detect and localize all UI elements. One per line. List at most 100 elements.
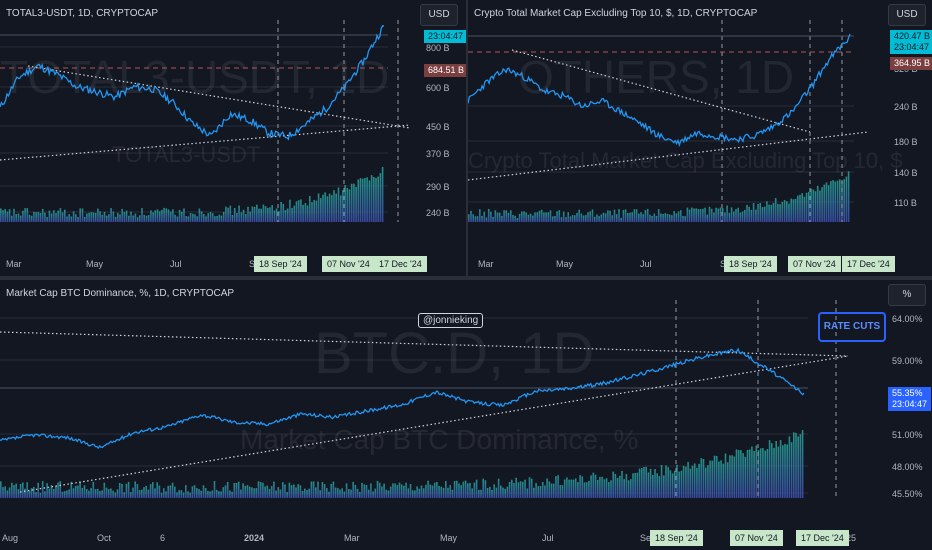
volume-bar [143, 214, 145, 222]
btcd-currency-button[interactable]: % [888, 284, 926, 306]
volume-bar [83, 216, 86, 222]
volume-bar [453, 481, 456, 498]
volume-bar [682, 465, 685, 498]
total3-ytick: 370 B [426, 149, 450, 159]
btcd-ytick: 48.00% [892, 462, 923, 472]
volume-bar [532, 215, 534, 222]
volume-bar [392, 483, 394, 498]
volume-bar [48, 488, 51, 498]
volume-bar [693, 208, 695, 222]
volume-bar [13, 485, 15, 498]
volume-bar [742, 453, 744, 498]
volume-bar [593, 216, 596, 222]
volume-bar [502, 487, 504, 498]
volume-bar [788, 436, 791, 498]
volume-bar [496, 212, 499, 222]
volume-bar [585, 482, 588, 498]
volume-bar [467, 483, 469, 498]
volume-bar [581, 476, 584, 498]
volume-bar [578, 209, 580, 222]
volume-bar [289, 199, 291, 222]
volume-bar [481, 215, 483, 222]
volume-bar [478, 489, 480, 498]
others-currency-button[interactable]: USD [888, 4, 926, 26]
volume-bar [719, 207, 722, 222]
btcd-xtick: 2024 [244, 533, 265, 543]
volume-bar [610, 480, 612, 498]
total3-chart[interactable] [0, 0, 466, 276]
volume-bar [99, 211, 101, 222]
total3-panel[interactable]: TOTAL3-USDT, 1D TOTAL3-USDT TOTAL3-USDT,… [0, 0, 466, 276]
volume-bar [530, 478, 533, 498]
volume-bar [330, 483, 332, 498]
volume-bar [540, 209, 543, 222]
volume-bar [545, 212, 547, 222]
volume-bar [528, 477, 531, 498]
volume-bar [271, 205, 273, 222]
volume-bar [57, 210, 59, 222]
volume-bar [86, 213, 88, 222]
volume-bar [456, 480, 458, 498]
volume-bar [72, 488, 75, 498]
volume-bar [216, 216, 218, 222]
volume-bar [567, 212, 569, 222]
volume-bar [839, 179, 841, 222]
btcd-date-box: 18 Sep '24 [650, 530, 703, 546]
volume-bar [523, 211, 525, 222]
volume-bar [75, 214, 77, 222]
volume-bar [516, 218, 519, 222]
volume-bar [55, 485, 57, 498]
volume-bar [0, 208, 2, 222]
volume-bar [348, 189, 351, 222]
volume-bar [231, 215, 234, 222]
volume-bar [24, 488, 26, 498]
volume-bar [700, 458, 703, 498]
volume-bar [171, 482, 174, 498]
volume-bar [74, 485, 77, 498]
volume-bar [442, 487, 445, 498]
volume-bar [538, 210, 541, 222]
volume-bar [607, 210, 609, 222]
others-chart[interactable] [468, 0, 932, 276]
volume-bar [233, 208, 236, 222]
volume-bar [511, 479, 513, 498]
total3-watermark-sub: TOTAL3-USDT [112, 142, 261, 167]
volume-bar [198, 208, 201, 222]
panel-separator-horizontal[interactable] [0, 276, 932, 280]
volume-bar [346, 187, 349, 222]
volume-bar [66, 490, 68, 498]
volume-bar [28, 490, 31, 498]
volume-bar [605, 478, 608, 498]
volume-bar [264, 206, 267, 222]
volume-bar [370, 175, 373, 222]
volume-bar [627, 480, 630, 498]
volume-bar [116, 489, 119, 498]
volume-bar [284, 210, 287, 222]
total3-current-time: 23:04:47 [424, 30, 466, 43]
volume-bar [468, 214, 470, 222]
volume-bar [4, 486, 6, 498]
volume-bar [141, 208, 143, 222]
trendline [0, 124, 411, 161]
volume-bar [246, 485, 249, 498]
others-panel[interactable]: OTHERS, 1D Crypto Total Market Cap Exclu… [468, 0, 932, 276]
volume-bar [611, 215, 614, 222]
volume-bar [361, 178, 364, 222]
volume-bar [709, 460, 711, 498]
volume-bar [504, 488, 506, 498]
total3-currency-button[interactable]: USD [420, 4, 458, 26]
btcd-panel[interactable]: BTC.D, 1D Market Cap BTC Dominance, % Ma… [0, 280, 932, 550]
panel-separator-vertical[interactable] [466, 0, 468, 276]
volume-bar [35, 492, 37, 498]
volume-bar [750, 209, 753, 222]
volume-bar [596, 214, 598, 222]
volume-bar [682, 216, 684, 222]
btcd-xtick: Jul [542, 533, 554, 543]
volume-bar [554, 216, 556, 222]
volume-bar [64, 209, 66, 222]
volume-bar [614, 473, 617, 498]
volume-bar [715, 455, 718, 498]
volume-bar [810, 188, 812, 222]
volume-bar [66, 216, 68, 222]
btcd-chart[interactable] [0, 280, 932, 550]
